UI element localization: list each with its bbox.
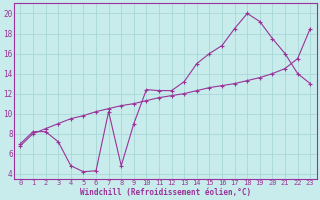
X-axis label: Windchill (Refroidissement éolien,°C): Windchill (Refroidissement éolien,°C) <box>80 188 251 197</box>
